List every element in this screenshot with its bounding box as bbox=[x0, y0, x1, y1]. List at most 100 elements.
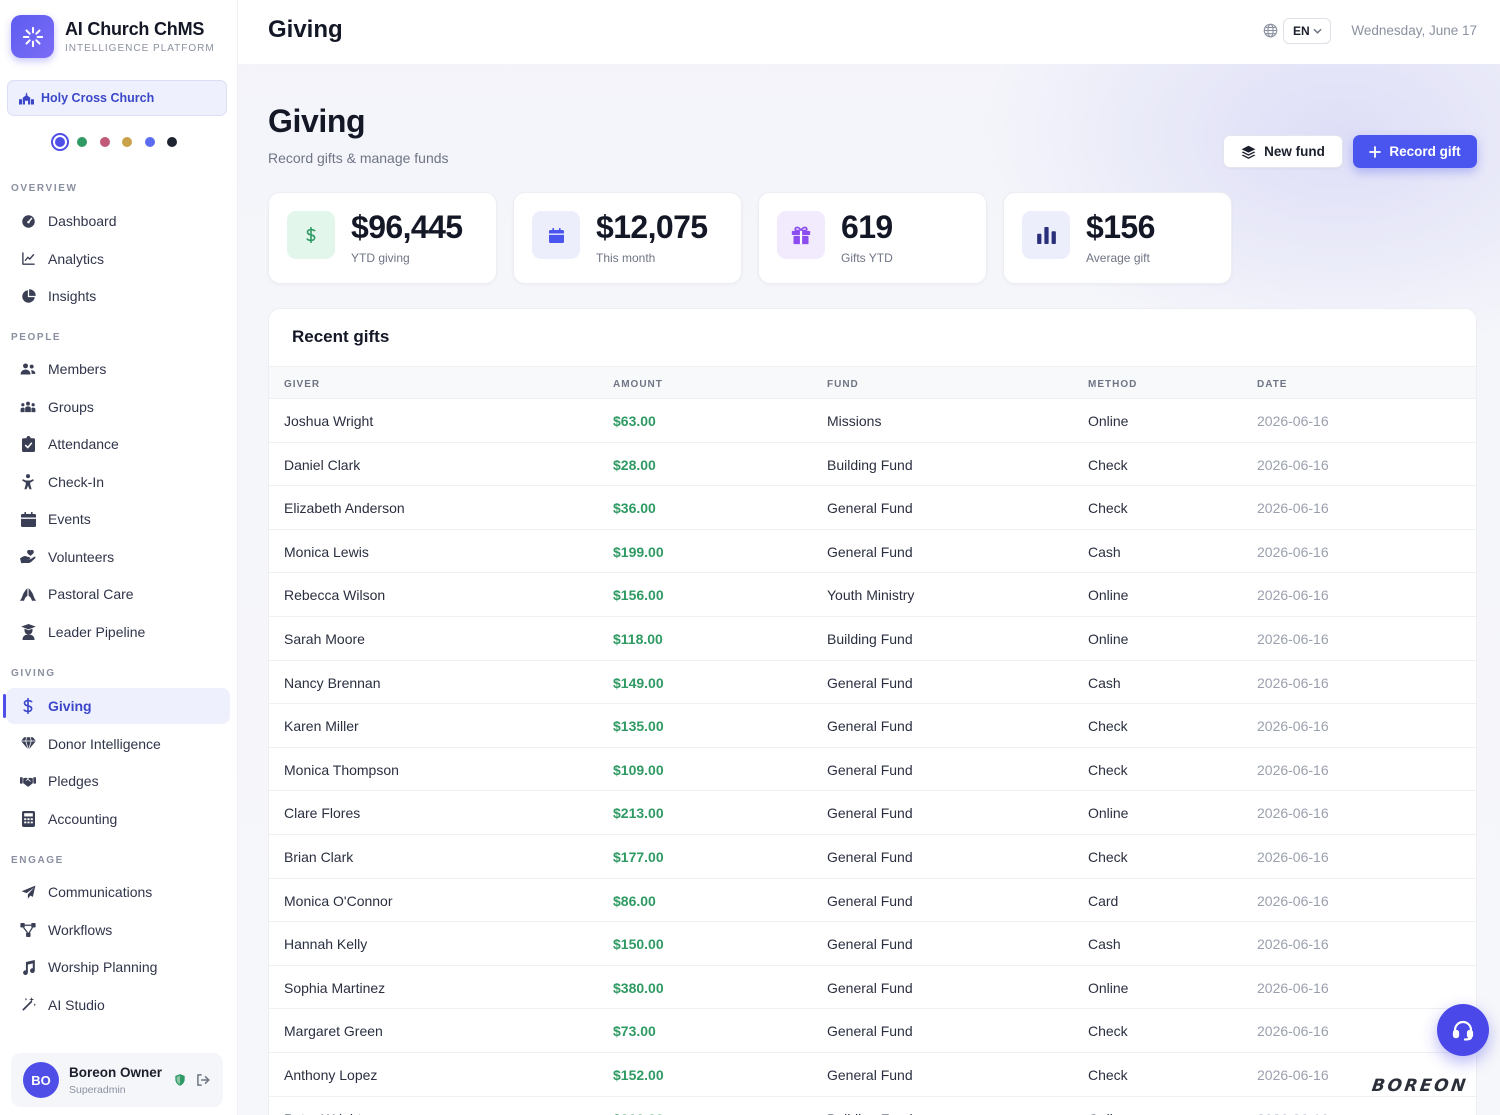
cell-amount: $177.00 bbox=[613, 848, 664, 865]
cell-fund: General Fund bbox=[827, 1066, 913, 1083]
table-row[interactable]: Brian Clark $177.00 General Fund Check 2026-… bbox=[269, 835, 1476, 879]
stat-card-this-month: $12,075 This month bbox=[513, 192, 742, 284]
new-fund-button[interactable]: New fund bbox=[1223, 135, 1343, 168]
sidebar-item-members[interactable]: Members bbox=[6, 351, 230, 387]
plus-icon bbox=[1369, 145, 1382, 158]
cell-fund: General Fund bbox=[827, 805, 913, 822]
table-row[interactable]: Nancy Brennan $149.00 General Fund Cash 2026… bbox=[269, 661, 1476, 705]
sidebar-item-workflows[interactable]: Workflows bbox=[6, 912, 230, 948]
table-row[interactable]: Peter Wright $200.00 Building Fund Online 20… bbox=[269, 1097, 1476, 1115]
sidebar-item-insights[interactable]: Insights bbox=[6, 278, 230, 314]
table-row[interactable]: Anthony Lopez $152.00 General Fund Check 202… bbox=[269, 1053, 1476, 1097]
sidebar-item-label: Members bbox=[48, 361, 107, 377]
table-row[interactable]: Elizabeth Anderson $36.00 General Fund Chec… bbox=[269, 486, 1476, 530]
column-header-method[interactable]: METHOD bbox=[1088, 379, 1138, 390]
table-row[interactable]: Rebecca Wilson $156.00 Youth Ministry Onlin… bbox=[269, 573, 1476, 617]
sidebar-item-pastoral-care[interactable]: Pastoral Care bbox=[6, 576, 230, 612]
cell-date: 2026-06-16 bbox=[1257, 848, 1329, 865]
theme-swatches bbox=[51, 133, 190, 151]
sidebar-item-leader-pipeline[interactable]: Leader Pipeline bbox=[6, 614, 230, 650]
cell-method: Online bbox=[1088, 587, 1129, 604]
cell-amount: $135.00 bbox=[613, 718, 664, 735]
theme-swatch[interactable] bbox=[167, 137, 177, 147]
theme-swatch[interactable] bbox=[77, 137, 87, 147]
sidebar-item-giving[interactable]: Giving bbox=[3, 688, 230, 724]
sidebar-item-groups[interactable]: Groups bbox=[6, 389, 230, 425]
cell-fund: General Fund bbox=[827, 761, 913, 778]
avatar[interactable]: BO bbox=[23, 1062, 59, 1098]
calculator-icon bbox=[20, 810, 36, 827]
theme-swatch[interactable] bbox=[122, 137, 132, 147]
sidebar-item-donor-intelligence[interactable]: Donor Intelligence bbox=[6, 726, 230, 762]
cell-amount: $200.00 bbox=[613, 1111, 664, 1115]
church-selector[interactable]: Holy Cross Church bbox=[7, 80, 227, 116]
cell-giver: Clare Flores bbox=[284, 805, 361, 822]
table-row[interactable]: Clare Flores $213.00 General Fund Online 202… bbox=[269, 791, 1476, 835]
nav-section-overview: OVERVIEW bbox=[11, 183, 78, 194]
logout-icon[interactable] bbox=[195, 1073, 211, 1087]
sidebar-item-label: Donor Intelligence bbox=[48, 735, 161, 752]
user-card[interactable]: BO Boreon Owner Superadmin bbox=[11, 1053, 223, 1107]
sidebar-item-dashboard[interactable]: Dashboard bbox=[6, 203, 230, 239]
record-gift-button[interactable]: Record gift bbox=[1353, 135, 1477, 168]
theme-swatch[interactable] bbox=[99, 137, 110, 147]
table-row[interactable]: Joshua Wright $63.00 Missions Online 2026-06… bbox=[269, 399, 1476, 443]
pie-chart-icon bbox=[20, 288, 36, 304]
cell-giver: Sarah Moore bbox=[284, 630, 365, 647]
cell-amount: $36.00 bbox=[613, 500, 656, 517]
sidebar-item-worship-planning[interactable]: Worship Planning bbox=[6, 949, 230, 985]
cell-fund: General Fund bbox=[827, 848, 913, 865]
handshake-icon bbox=[20, 773, 36, 789]
table-row[interactable]: Monica O'Connor $86.00 General Fund Card 202… bbox=[269, 879, 1476, 923]
cell-date: 2026-06-16 bbox=[1257, 500, 1329, 517]
column-header-giver[interactable]: GIVER bbox=[284, 379, 321, 390]
current-date: Wednesday, June 17 bbox=[1351, 23, 1477, 38]
sidebar-item-events[interactable]: Events bbox=[6, 501, 230, 537]
table-row[interactable]: Sophia Martinez $380.00 General Fund Online… bbox=[269, 966, 1476, 1010]
table-row[interactable]: Hannah Kelly $150.00 General Fund Cash 2026-… bbox=[269, 922, 1476, 966]
column-header-fund[interactable]: FUND bbox=[827, 379, 859, 390]
sidebar-item-analytics[interactable]: Analytics bbox=[6, 241, 230, 277]
sidebar-item-label: Accounting bbox=[48, 810, 118, 827]
cell-fund: General Fund bbox=[827, 543, 913, 560]
sidebar-item-accounting[interactable]: Accounting bbox=[6, 801, 230, 837]
theme-swatch[interactable] bbox=[144, 137, 155, 147]
cell-fund: General Fund bbox=[827, 936, 913, 953]
theme-swatch-selected[interactable] bbox=[51, 133, 69, 151]
calendar-icon bbox=[20, 511, 36, 527]
table-row[interactable]: Karen Miller $135.00 General Fund Check 2026… bbox=[269, 704, 1476, 748]
table-row[interactable]: Monica Lewis $199.00 General Fund Cash 2026-… bbox=[269, 530, 1476, 574]
column-header-date[interactable]: DATE bbox=[1257, 379, 1288, 390]
sidebar-item-pledges[interactable]: Pledges bbox=[6, 763, 230, 799]
table-row[interactable]: Monica Thompson $109.00 General Fund Check 2… bbox=[269, 748, 1476, 792]
column-header-amount[interactable]: AMOUNT bbox=[613, 379, 663, 390]
cell-method: Cash bbox=[1088, 936, 1121, 953]
sidebar-item-label: Volunteers bbox=[48, 548, 115, 565]
globe-icon bbox=[1263, 23, 1278, 43]
sidebar-item-label: Analytics bbox=[48, 250, 105, 267]
sidebar-item-volunteers[interactable]: Volunteers bbox=[6, 539, 230, 575]
cell-amount: $213.00 bbox=[613, 805, 664, 822]
cell-amount: $380.00 bbox=[613, 979, 664, 996]
user-role: Superadmin bbox=[69, 1083, 126, 1096]
stat-card-gifts-ytd: 619 Gifts YTD bbox=[758, 192, 987, 284]
stat-label: YTD giving bbox=[351, 251, 410, 265]
language-select[interactable]: EN bbox=[1283, 18, 1331, 44]
sidebar-item-attendance[interactable]: Attendance bbox=[6, 426, 230, 462]
table-row[interactable]: Margaret Green $73.00 General Fund Check 202… bbox=[269, 1009, 1476, 1053]
cell-amount: $149.00 bbox=[613, 674, 664, 691]
cell-fund: Missions bbox=[827, 413, 882, 429]
table-row[interactable]: Daniel Clark $28.00 Building Fund Check 2026… bbox=[269, 443, 1476, 487]
shield-icon[interactable] bbox=[173, 1073, 187, 1087]
support-chat-button[interactable] bbox=[1437, 1004, 1489, 1056]
cell-amount: $63.00 bbox=[613, 413, 656, 429]
sidebar-item-communications[interactable]: Communications bbox=[6, 874, 230, 910]
headset-icon bbox=[1452, 1020, 1474, 1041]
cell-amount: $150.00 bbox=[613, 936, 664, 953]
cell-method: Check bbox=[1088, 761, 1128, 778]
brand[interactable]: AI Church ChMS INTELLIGENCE PLATFORM bbox=[11, 15, 215, 58]
new-fund-label: New fund bbox=[1264, 144, 1325, 159]
sidebar-item-check-in[interactable]: Check-In bbox=[6, 464, 230, 500]
sidebar-item-ai-studio[interactable]: AI Studio bbox=[6, 987, 230, 1023]
table-row[interactable]: Sarah Moore $118.00 Building Fund Online 202… bbox=[269, 617, 1476, 661]
